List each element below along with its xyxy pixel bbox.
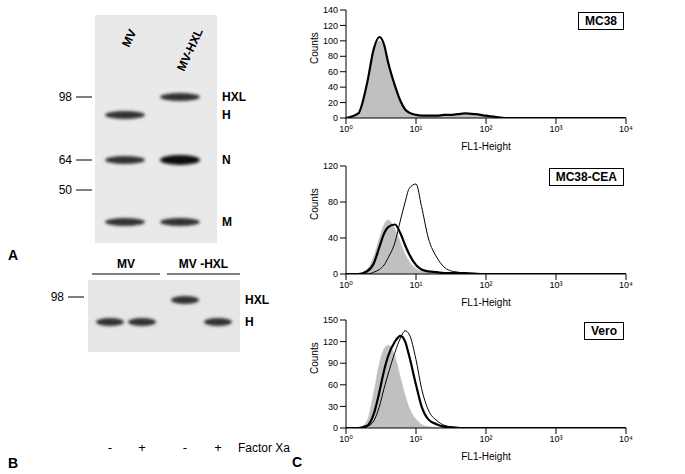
svg-text:80: 80 xyxy=(328,197,338,207)
svg-text:120: 120 xyxy=(323,21,338,31)
svg-text:MV: MV xyxy=(119,27,139,49)
svg-text:10³: 10³ xyxy=(549,434,562,444)
svg-text:M: M xyxy=(222,215,232,229)
svg-text:10³: 10³ xyxy=(549,124,562,134)
svg-text:FL1-Height: FL1-Height xyxy=(461,141,511,152)
svg-text:10¹: 10¹ xyxy=(409,124,422,134)
svg-text:H: H xyxy=(222,108,231,122)
svg-text:10⁴: 10⁴ xyxy=(619,124,633,134)
svg-text:60: 60 xyxy=(328,67,338,77)
svg-text:Counts: Counts xyxy=(309,342,320,374)
svg-text:MV -HXL: MV -HXL xyxy=(179,257,228,271)
html-text:C: C xyxy=(292,454,303,470)
svg-text:64: 64 xyxy=(59,153,73,167)
svg-text:10²: 10² xyxy=(479,434,492,444)
svg-text:60: 60 xyxy=(328,380,338,390)
svg-text:-: - xyxy=(183,440,187,455)
svg-text:10⁴: 10⁴ xyxy=(619,280,633,290)
svg-text:A: A xyxy=(8,247,18,263)
svg-text:120: 120 xyxy=(323,337,338,347)
svg-text:10⁰: 10⁰ xyxy=(339,434,353,444)
svg-text:HXL: HXL xyxy=(222,90,246,104)
svg-text:MV: MV xyxy=(117,257,135,271)
svg-text:98: 98 xyxy=(51,290,65,304)
svg-text:140: 140 xyxy=(323,5,338,15)
svg-text:90: 90 xyxy=(328,358,338,368)
svg-text:150: 150 xyxy=(323,315,338,325)
html-text:MC38-CEA: MC38-CEA xyxy=(555,170,617,184)
svg-text:+: + xyxy=(138,440,146,455)
svg-text:30: 30 xyxy=(328,402,338,412)
svg-text:10²: 10² xyxy=(479,124,492,134)
svg-text:0: 0 xyxy=(333,113,338,123)
svg-text:+: + xyxy=(214,440,222,455)
svg-text:0: 0 xyxy=(333,269,338,279)
svg-text:80: 80 xyxy=(328,51,338,61)
svg-text:B: B xyxy=(8,455,18,471)
svg-text:10¹: 10¹ xyxy=(409,434,422,444)
svg-text:10¹: 10¹ xyxy=(409,280,422,290)
svg-text:50: 50 xyxy=(59,183,73,197)
svg-text:0: 0 xyxy=(333,423,338,433)
svg-text:FL1-Height: FL1-Height xyxy=(461,451,511,462)
svg-text:-: - xyxy=(108,440,112,455)
svg-text:Counts: Counts xyxy=(309,188,320,220)
svg-text:98: 98 xyxy=(59,90,73,104)
svg-text:40: 40 xyxy=(328,82,338,92)
svg-text:10⁰: 10⁰ xyxy=(339,280,353,290)
svg-text:10⁴: 10⁴ xyxy=(619,434,633,444)
svg-text:20: 20 xyxy=(328,98,338,108)
svg-text:40: 40 xyxy=(328,233,338,243)
svg-text:10⁰: 10⁰ xyxy=(339,124,353,134)
html-text:MC38: MC38 xyxy=(585,14,617,28)
svg-text:HXL: HXL xyxy=(245,293,269,307)
svg-text:10³: 10³ xyxy=(549,280,562,290)
svg-text:120: 120 xyxy=(323,161,338,171)
svg-text:Counts: Counts xyxy=(309,32,320,64)
html-text:Vero: Vero xyxy=(591,324,617,338)
svg-text:Factor Xa: Factor Xa xyxy=(238,441,290,455)
svg-text:N: N xyxy=(222,153,231,167)
svg-text:100: 100 xyxy=(323,36,338,46)
svg-text:10²: 10² xyxy=(479,280,492,290)
svg-text:MV-HXL: MV-HXL xyxy=(174,26,206,73)
svg-text:FL1-Height: FL1-Height xyxy=(461,297,511,308)
svg-text:H: H xyxy=(245,315,254,329)
